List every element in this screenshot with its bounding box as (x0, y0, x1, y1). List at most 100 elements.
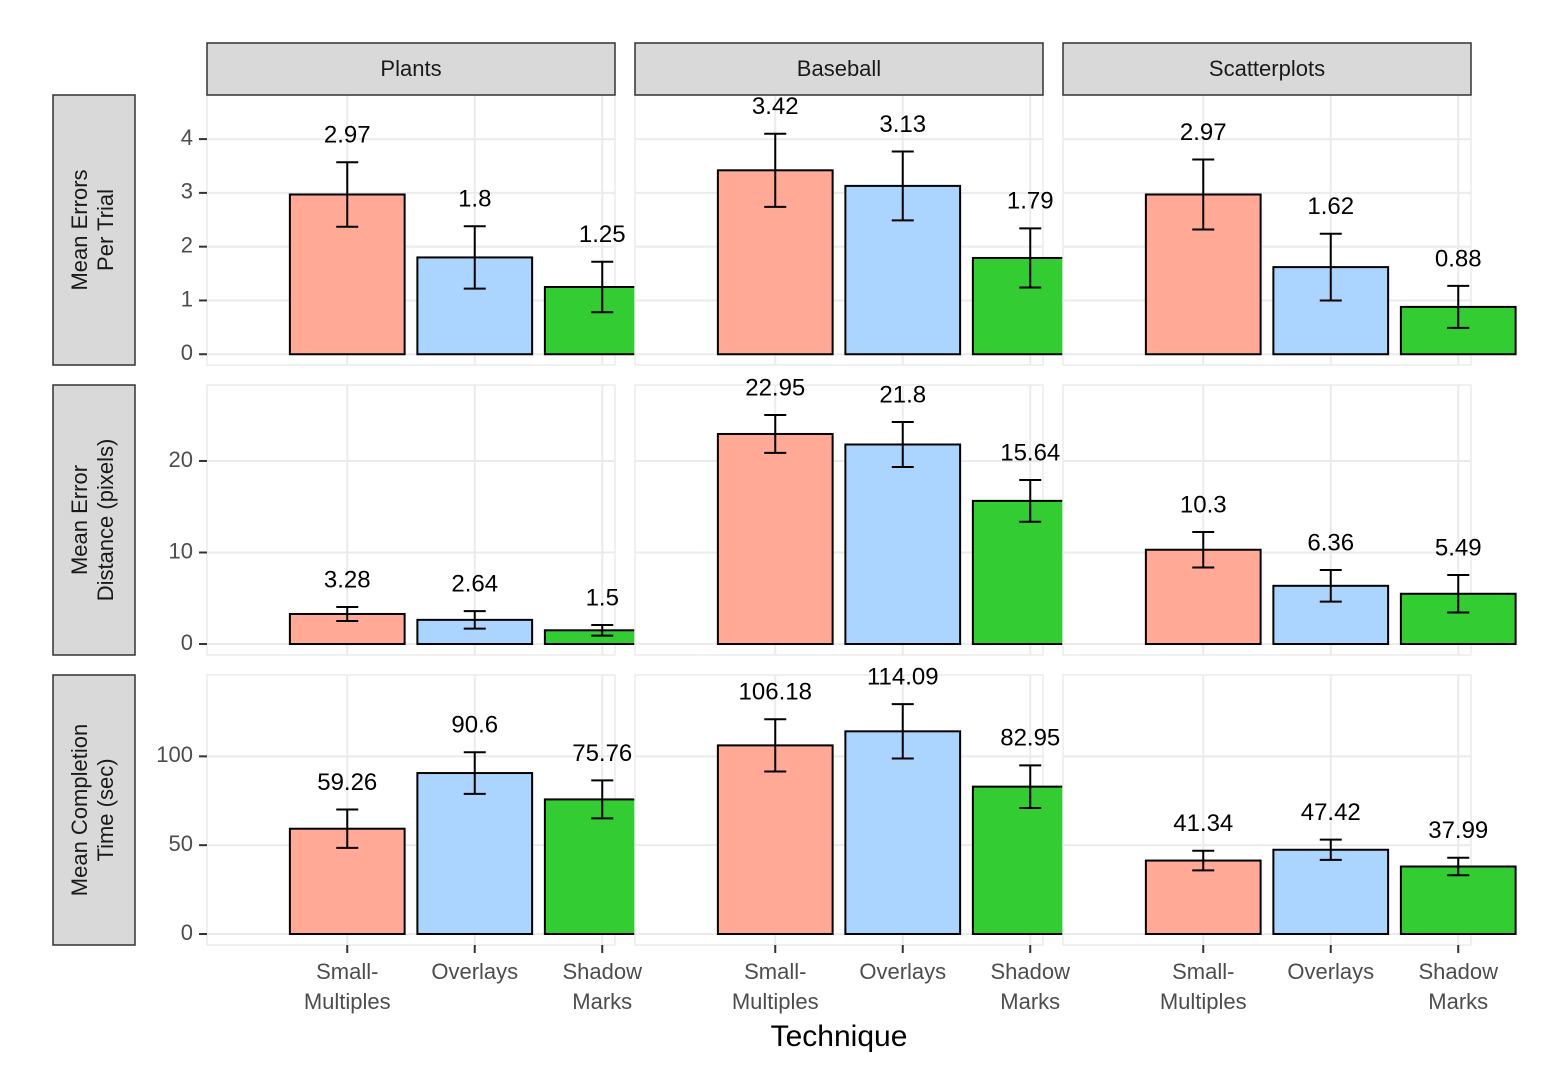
error-bar (591, 260, 614, 314)
value-label: 1.8 (458, 186, 491, 213)
error-bar (891, 420, 914, 469)
strip-label: Baseball (797, 56, 881, 81)
bar (716, 432, 834, 646)
error-bar (463, 610, 486, 630)
y-tick-label: 20 (169, 447, 193, 472)
error-bar (1192, 849, 1215, 872)
strip (634, 42, 1044, 96)
y-tick-label: 0 (181, 920, 193, 945)
error-bar (1319, 568, 1342, 603)
bar (844, 730, 962, 935)
x-tick-label: Overlays (431, 959, 518, 984)
bar (1272, 584, 1390, 646)
error-bar (336, 161, 359, 228)
value-label: 21.8 (879, 381, 926, 408)
value-label: 15.64 (1000, 439, 1060, 466)
bar (844, 443, 962, 646)
strip (206, 42, 616, 96)
bar (1399, 865, 1517, 935)
value-label: 2.97 (1180, 119, 1227, 146)
value-label: 90.6 (451, 712, 498, 739)
value-label: 1.25 (579, 221, 626, 248)
strip (52, 384, 136, 656)
y-tick-label: 10 (169, 538, 193, 563)
error-bar (1019, 479, 1042, 523)
error-bar (591, 623, 614, 637)
y-tick-label: 50 (169, 831, 193, 856)
bar (416, 772, 534, 935)
error-bar (463, 751, 486, 795)
strip (1062, 42, 1472, 96)
y-tick-label: 0 (181, 630, 193, 655)
value-label: 114.09 (867, 663, 939, 690)
y-tick-label: 0 (181, 340, 193, 365)
row-label: Mean CompletionTime (sec) (67, 724, 118, 896)
x-tick-label: Shadow Marks (562, 959, 642, 1014)
value-label: 1.62 (1307, 193, 1354, 220)
x-tick-label: Shadow Marks (1418, 959, 1498, 1014)
error-bar (1192, 530, 1215, 569)
strip (52, 674, 136, 946)
error-bar (1447, 856, 1470, 877)
value-label: 10.3 (1180, 491, 1227, 518)
value-label: 3.28 (324, 566, 371, 593)
strip-label: Plants (380, 56, 441, 81)
bar (1144, 859, 1262, 935)
error-bar (1447, 284, 1470, 329)
x-tick-label: Shadow Marks (990, 959, 1070, 1014)
value-label: 75.76 (572, 740, 632, 767)
value-label: 59.26 (317, 769, 377, 796)
error-bar (463, 225, 486, 290)
strip (52, 94, 136, 366)
y-tick-label: 2 (181, 232, 193, 257)
y-tick-label: 3 (181, 179, 193, 204)
x-tick-label: Small-Multiples (1160, 959, 1247, 1014)
panel (206, 384, 616, 656)
error-bar (1192, 158, 1215, 231)
x-tick-label: Small-Multiples (304, 959, 391, 1014)
bar (1399, 592, 1517, 646)
error-bar (591, 779, 614, 820)
error-bar (1319, 838, 1342, 861)
bar (716, 744, 834, 935)
error-bar (336, 606, 359, 622)
value-label: 47.42 (1301, 799, 1361, 826)
y-tick-label: 4 (181, 125, 193, 150)
x-axis-title: Technique (771, 1020, 908, 1053)
bar (416, 618, 534, 646)
value-label: 82.95 (1000, 725, 1060, 752)
error-bar (764, 718, 787, 773)
error-bar (1019, 227, 1042, 289)
value-label: 0.88 (1435, 245, 1482, 272)
value-label: 37.99 (1428, 817, 1488, 844)
value-label: 2.64 (451, 570, 498, 597)
value-label: 1.5 (586, 584, 619, 611)
row-label: Mean ErrorDistance (pixels) (67, 439, 118, 602)
row-label: Mean ErrorsPer Trial (67, 169, 118, 290)
y-tick-label: 1 (181, 286, 193, 311)
value-label: 22.95 (745, 374, 805, 401)
error-bar (1019, 764, 1042, 809)
value-label: 6.36 (1307, 529, 1354, 556)
value-label: 2.97 (324, 122, 371, 149)
value-label: 3.42 (752, 93, 799, 120)
value-label: 106.18 (739, 679, 812, 706)
x-tick-label: Small-Multiples (732, 959, 819, 1014)
value-label: 1.79 (1007, 188, 1054, 215)
error-bar (764, 414, 787, 454)
y-tick-label: 100 (156, 742, 193, 767)
bar (1272, 848, 1390, 935)
strip-label: Scatterplots (1209, 56, 1325, 81)
error-bar (336, 808, 359, 849)
error-bar (1447, 574, 1470, 614)
x-tick-label: Overlays (1287, 959, 1374, 984)
x-tick-label: Overlays (859, 959, 946, 984)
error-bar (891, 150, 914, 222)
error-bar (1319, 232, 1342, 302)
value-label: 41.34 (1173, 810, 1233, 837)
error-bar (764, 132, 787, 208)
value-label: 3.13 (879, 111, 926, 138)
value-label: 5.49 (1435, 534, 1482, 561)
error-bar (891, 703, 914, 760)
